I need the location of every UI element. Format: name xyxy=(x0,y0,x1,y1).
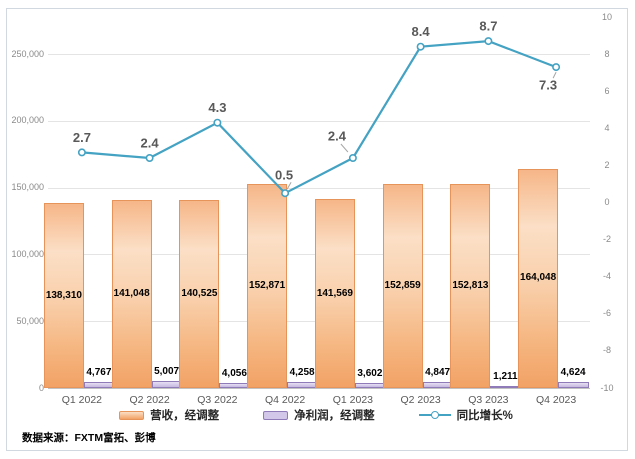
net-profit-value-label: 4,624 xyxy=(560,366,586,378)
category-label: Q2 2023 xyxy=(400,394,441,406)
gridline xyxy=(48,120,590,122)
left-axis-tick-label: 250,000 xyxy=(11,48,44,59)
revenue-bar xyxy=(314,198,355,388)
net-profit-value-label: 1,211 xyxy=(493,371,518,383)
revenue-value-label: 152,871 xyxy=(249,279,286,291)
left-axis-tick-label: 0 xyxy=(38,382,44,393)
gridline xyxy=(48,54,590,56)
category-label: Q3 2022 xyxy=(197,394,238,406)
left-axis-tick-label: 50,000 xyxy=(16,315,44,326)
category-label: Q4 2023 xyxy=(535,394,577,406)
net-profit-legend-swatch xyxy=(263,410,289,420)
growth-point-marker xyxy=(552,63,561,72)
right-axis-tick-label: 2 xyxy=(604,159,610,170)
label-leader-line xyxy=(340,143,349,153)
category-label: Q4 2022 xyxy=(264,394,306,406)
growth-value-label: 0.5 xyxy=(275,168,293,183)
growth-value-label: 2.7 xyxy=(73,130,91,145)
growth-value-label: 8.7 xyxy=(479,19,497,34)
growth-point-marker xyxy=(145,154,154,163)
legend-item: 同比增长% xyxy=(418,407,513,423)
growth-point-marker xyxy=(484,37,493,46)
growth-point-marker xyxy=(281,189,290,198)
plot-area: 2.7 2.4 4.3 0.5 2.4 8.4 8.7 7.3 xyxy=(43,17,590,389)
revenue-bar xyxy=(247,183,288,388)
right-axis-tick-label: 8 xyxy=(604,48,610,59)
revenue-value-label: 164,048 xyxy=(520,272,557,284)
revenue-value-label: 141,569 xyxy=(316,287,353,299)
legend-item: 营收，经调整 xyxy=(119,407,219,423)
growth-value-label: 2.4 xyxy=(141,136,160,151)
legend-label: 净利润，经调整 xyxy=(294,410,375,422)
revenue-bar xyxy=(450,183,491,388)
revenue-value-label: 140,525 xyxy=(181,288,218,300)
net-profit-bar xyxy=(558,381,590,388)
right-axis-tick-label: -2 xyxy=(602,234,611,245)
growth-point-marker xyxy=(213,118,222,127)
category-label: Q1 2023 xyxy=(332,394,374,406)
label-leader-line xyxy=(286,181,292,190)
growth-line-layer: 2.7 2.4 4.3 0.5 2.4 8.4 8.7 7.3 xyxy=(73,19,561,198)
source-note: 数据来源：FXTM富拓、彭博 xyxy=(22,432,156,444)
revenue-value-label: 152,859 xyxy=(384,279,421,291)
right-axis-tick-label: 6 xyxy=(604,85,610,96)
legend-label: 营收，经调整 xyxy=(150,410,220,422)
revenue-value-label: 141,048 xyxy=(113,287,150,299)
revenue-bar xyxy=(179,200,220,388)
right-axis-tick-label: -6 xyxy=(602,308,611,319)
net-profit-value-label: 4,767 xyxy=(86,366,112,378)
label-leader-line xyxy=(552,71,557,79)
growth-value-label: 4.3 xyxy=(208,100,226,115)
left-axis-tick-label: 100,000 xyxy=(11,248,44,259)
growth-value-label: 7.3 xyxy=(539,78,557,93)
net-profit-value-label: 4,258 xyxy=(289,367,315,379)
revenue-value-label: 138,310 xyxy=(45,289,82,301)
legend-label: 同比增长% xyxy=(456,410,513,422)
revenue-value-label: 152,813 xyxy=(452,280,489,291)
growth-point-marker xyxy=(348,154,357,163)
revenue-bar xyxy=(43,203,84,388)
growth-line xyxy=(81,39,557,195)
net-profit-value-label: 5,007 xyxy=(154,366,180,378)
net-profit-value-label: 4,847 xyxy=(425,366,451,378)
right-axis-tick-label: -8 xyxy=(602,345,611,356)
growth-legend-swatch xyxy=(418,410,451,420)
left-axis-tick-label: 150,000 xyxy=(11,182,44,193)
left-axis-tick-label: 200,000 xyxy=(11,115,44,126)
legend-line-marker xyxy=(430,411,439,419)
right-axis-tick-label: 4 xyxy=(604,122,610,133)
gridline xyxy=(48,187,590,189)
x-axis-line xyxy=(48,388,590,389)
revenue-legend-swatch xyxy=(119,410,145,420)
right-axis-tick-label: 10 xyxy=(601,11,612,22)
right-axis-tick-label: 0 xyxy=(604,197,610,207)
growth-point-marker xyxy=(77,148,86,157)
revenue-bar xyxy=(111,199,152,388)
net-profit-value-label: 3,602 xyxy=(357,368,383,380)
net-profit-value-label: 4,056 xyxy=(221,367,247,379)
revenue-bar xyxy=(518,168,559,388)
legend-item: 净利润，经调整 xyxy=(263,407,375,423)
right-axis-tick-label: -10 xyxy=(600,382,614,393)
growth-value-label: 8.4 xyxy=(412,24,431,39)
right-axis-tick-label: -4 xyxy=(602,271,611,282)
growth-point-marker xyxy=(416,42,425,51)
category-label: Q1 2022 xyxy=(61,394,103,406)
revenue-bar xyxy=(382,183,423,388)
growth-value-label: 2.4 xyxy=(328,129,347,144)
category-label: Q3 2023 xyxy=(468,394,509,406)
legend: 营收，经调整 净利润，经调整 同比增长% xyxy=(6,407,626,423)
category-label: Q2 2022 xyxy=(129,394,170,406)
